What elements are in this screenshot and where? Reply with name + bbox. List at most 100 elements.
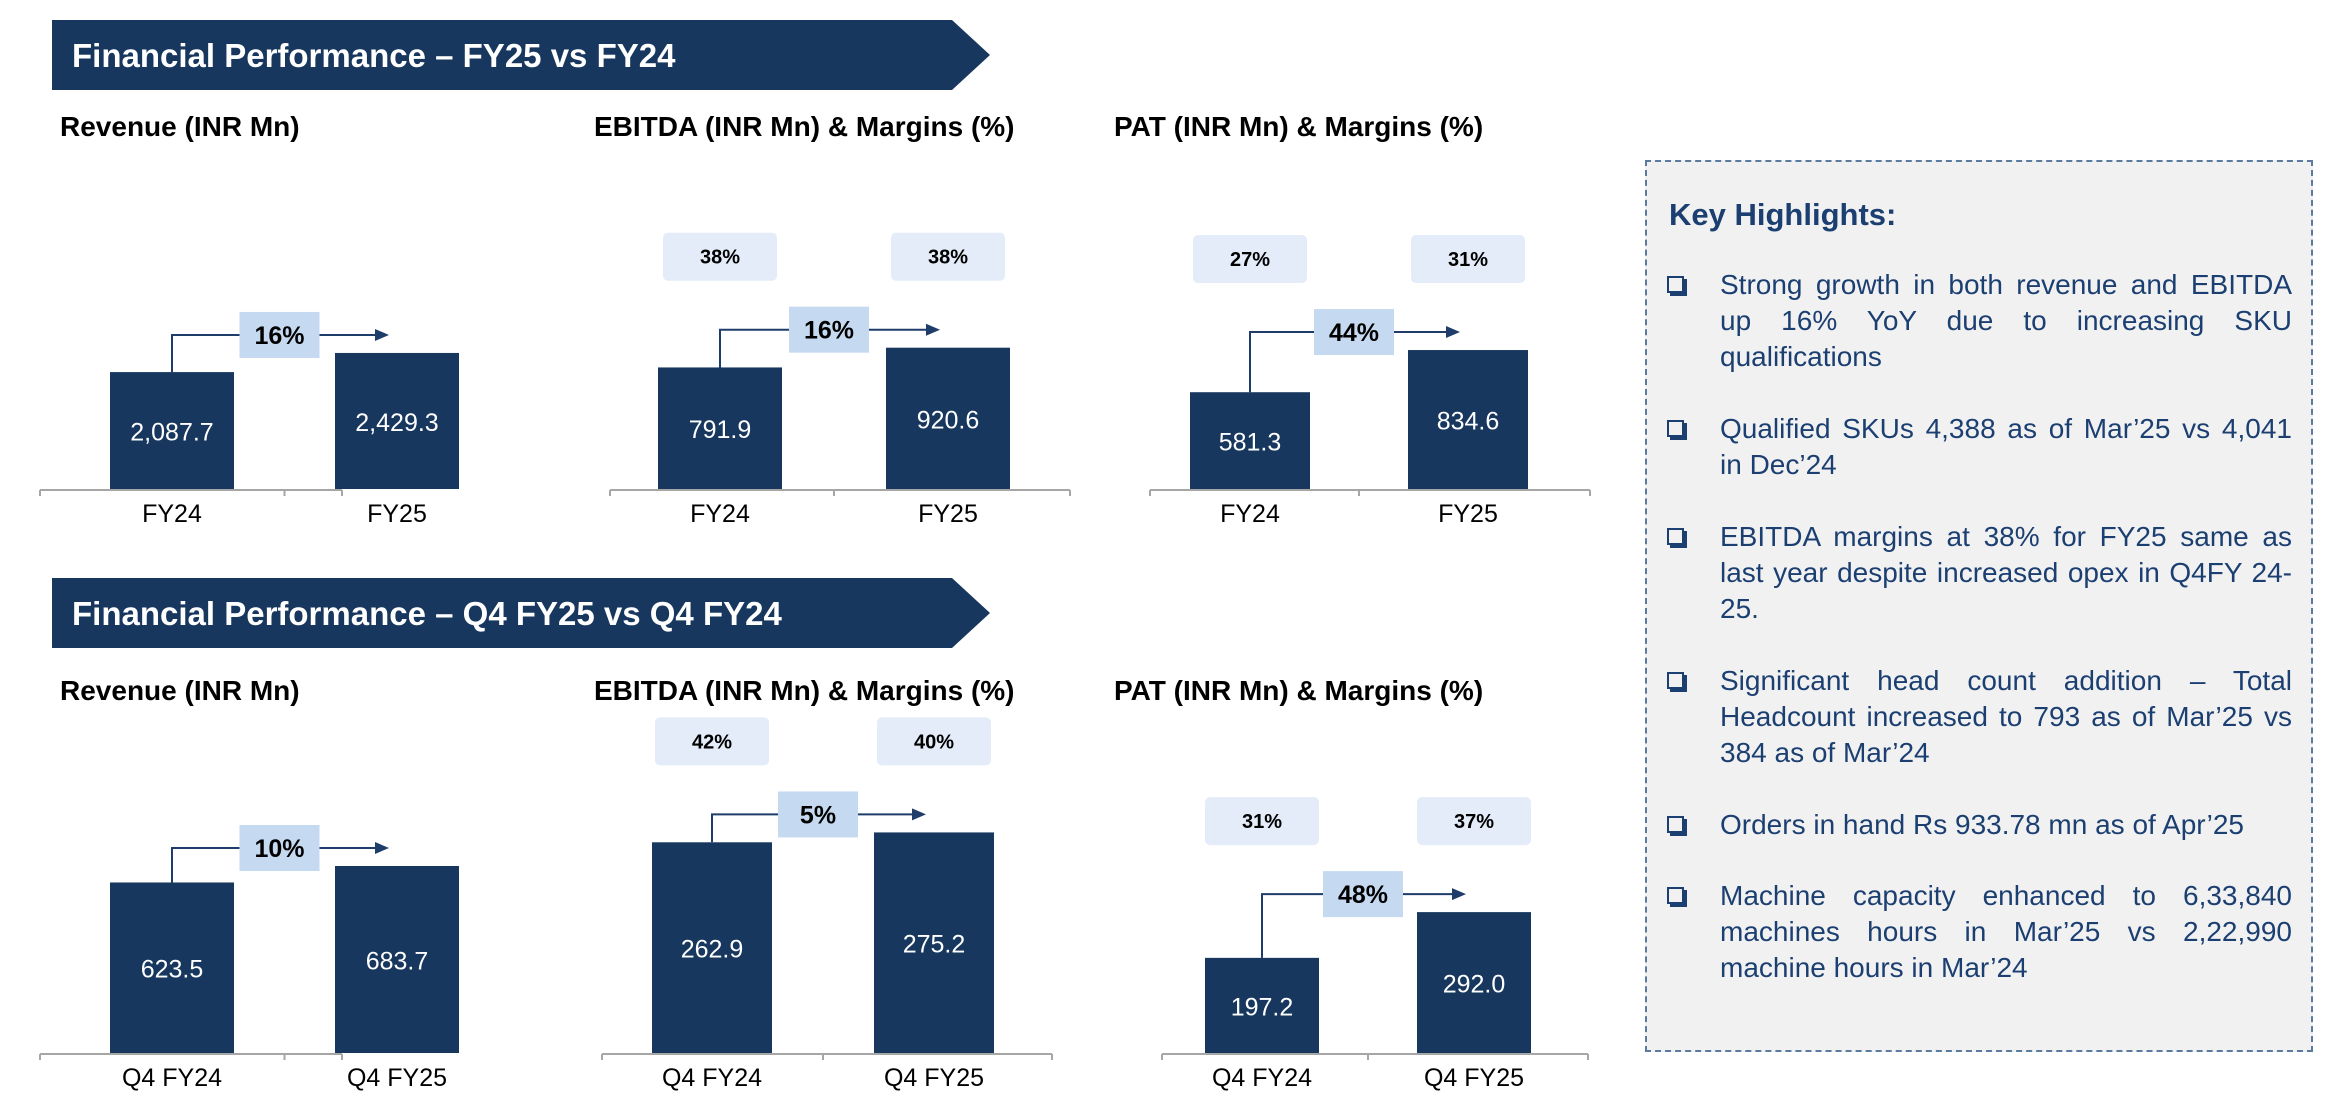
chart-title: EBITDA (INR Mn) & Margins (%): [594, 111, 1015, 142]
x-tick-label: Q4 FY24: [122, 1064, 222, 1092]
x-tick-label: FY24: [690, 500, 750, 528]
chart-title: PAT (INR Mn) & Margins (%): [1114, 111, 1483, 142]
margin-badge: [1411, 235, 1525, 284]
growth-arrowhead: [926, 323, 940, 336]
growth-badge: [239, 311, 320, 358]
bar: [110, 882, 234, 1053]
growth-label: 16%: [804, 317, 854, 345]
highlight-text: EBITDA margins at 38% for FY25 same as l…: [1720, 521, 2292, 624]
key-highlights-panel: Key Highlights: Strong growth in both re…: [1645, 160, 2313, 1052]
margin-badge: [1417, 797, 1531, 846]
bar: [874, 832, 994, 1053]
margin-label: 27%: [1230, 249, 1270, 271]
banner-q4: Financial Performance – Q4 FY25 vs Q4 FY…: [52, 578, 994, 650]
chart-title: PAT (INR Mn) & Margins (%): [1114, 675, 1483, 706]
chart-revenue-fy: Revenue (INR Mn) 2,087.7 FY24 2,429.3 FY25 16…: [39, 111, 459, 528]
chart-ebitda-fy: EBITDA (INR Mn) & Margins (%) 791.9 FY24 92…: [594, 111, 1071, 528]
bar-value-label: 581.3: [1219, 429, 1282, 457]
chart-ebitda-q4: EBITDA (INR Mn) & Margins (%) 262.9 Q4 FY2…: [594, 675, 1053, 1092]
bar-value-label: 262.9: [681, 936, 744, 964]
margin-label: 38%: [700, 247, 740, 269]
bar: [886, 347, 1010, 489]
chart-pat-q4: PAT (INR Mn) & Margins (%) 197.2 Q4 FY24 29…: [1114, 675, 1589, 1092]
bar-value-label: 2,087.7: [130, 419, 213, 447]
bar-value-label: 834.6: [1437, 408, 1500, 436]
bar: [110, 372, 234, 489]
banner-q4-shape: Financial Performance – Q4 FY25 vs Q4 FY…: [52, 578, 990, 648]
checkbox-bullet-icon: [1667, 672, 1684, 689]
growth-badge: [239, 825, 320, 872]
margin-label: 31%: [1448, 249, 1488, 271]
margin-label: 40%: [914, 731, 954, 753]
bar: [1205, 957, 1319, 1053]
highlight-text: Significant head count addition – Total …: [1720, 665, 2292, 768]
growth-arrowhead: [375, 328, 389, 341]
margin-label: 37%: [1454, 811, 1494, 833]
margin-label: 42%: [692, 731, 732, 753]
margin-badge: [891, 232, 1005, 281]
highlight-text: Strong growth in both revenue and EBITDA…: [1720, 269, 2292, 372]
x-tick-label: Q4 FY25: [884, 1064, 984, 1092]
bar-value-label: 623.5: [141, 956, 204, 984]
x-tick-label: FY25: [1438, 500, 1498, 528]
banner-fy: Financial Performance – FY25 vs FY24: [52, 20, 994, 92]
growth-badge: [789, 306, 869, 353]
x-tick-label: Q4 FY24: [662, 1064, 762, 1092]
growth-arrowhead: [1446, 326, 1460, 339]
margin-badge: [655, 717, 769, 766]
bar: [652, 842, 772, 1053]
bar: [335, 352, 459, 489]
bar: [1408, 350, 1528, 489]
chart-title: Revenue (INR Mn): [60, 111, 300, 142]
bar-value-label: 683.7: [366, 948, 429, 976]
growth-arrowhead: [912, 808, 926, 821]
x-tick-label: Q4 FY24: [1212, 1064, 1312, 1092]
chart-revenue-q4: Revenue (INR Mn) 623.5 Q4 FY24 683.7 Q4 FY25…: [39, 675, 459, 1092]
bar-value-label: 275.2: [903, 931, 966, 959]
highlight-text: Machine capacity enhanced to 6,33,840 ma…: [1720, 880, 2292, 983]
margin-label: 38%: [928, 247, 968, 269]
growth-badge: [1314, 309, 1394, 356]
chart-title: EBITDA (INR Mn) & Margins (%): [594, 675, 1015, 706]
checkbox-bullet-icon: [1667, 887, 1684, 904]
bar-value-label: 2,429.3: [355, 409, 438, 437]
margin-badge: [877, 717, 991, 766]
highlight-text: Qualified SKUs 4,388 as of Mar’25 vs 4,0…: [1720, 413, 2292, 480]
bar: [1190, 392, 1310, 489]
checkbox-bullet-icon: [1667, 420, 1684, 437]
bar: [1417, 912, 1531, 1053]
growth-label: 16%: [254, 322, 304, 350]
bar-value-label: 292.0: [1443, 971, 1506, 999]
banner-q4-title: Financial Performance – Q4 FY25 vs Q4 FY…: [72, 595, 782, 632]
growth-arrowhead: [375, 842, 389, 855]
x-tick-label: FY24: [1220, 500, 1280, 528]
chart-title: Revenue (INR Mn): [60, 675, 300, 706]
checkbox-bullet-icon: [1667, 276, 1684, 293]
x-tick-label: Q4 FY25: [347, 1064, 447, 1092]
bar-value-label: 791.9: [689, 416, 752, 444]
growth-label: 44%: [1329, 319, 1379, 347]
growth-label: 48%: [1338, 881, 1388, 909]
x-tick-label: FY24: [142, 500, 202, 528]
bar-value-label: 920.6: [917, 406, 980, 434]
banner-fy-title: Financial Performance – FY25 vs FY24: [72, 37, 676, 74]
growth-arrowhead: [1452, 888, 1466, 901]
growth-label: 5%: [800, 801, 836, 829]
margin-badge: [1205, 797, 1319, 846]
growth-label: 10%: [254, 835, 304, 863]
chart-pat-fy: PAT (INR Mn) & Margins (%) 581.3 FY24 834.6…: [1114, 111, 1591, 528]
growth-badge: [1323, 871, 1403, 918]
bar-value-label: 197.2: [1231, 993, 1294, 1021]
checkbox-bullet-icon: [1667, 528, 1684, 545]
highlight-text: Orders in hand Rs 933.78 mn as of Apr’25: [1720, 809, 2245, 840]
growth-badge: [778, 791, 858, 838]
checkbox-bullet-icon: [1667, 816, 1684, 833]
bar: [658, 367, 782, 489]
x-tick-label: FY25: [367, 500, 427, 528]
margin-label: 31%: [1242, 811, 1282, 833]
x-tick-label: FY25: [918, 500, 978, 528]
bar: [335, 866, 459, 1053]
banner-fy-shape: Financial Performance – FY25 vs FY24: [52, 20, 990, 90]
margin-badge: [1193, 235, 1307, 284]
x-tick-label: Q4 FY25: [1424, 1064, 1524, 1092]
